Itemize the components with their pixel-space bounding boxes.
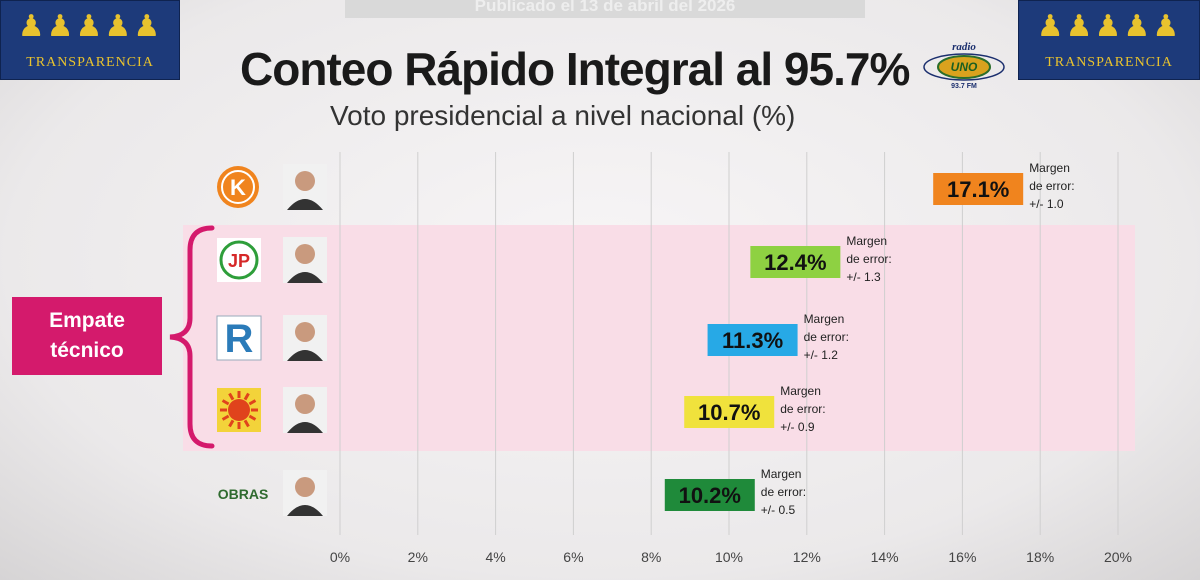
sun-ray (228, 419, 235, 428)
bar-value-label: 17.1% (947, 177, 1009, 202)
sun-ray (221, 399, 230, 406)
margin-of-error-text: de error: (804, 330, 849, 344)
people-figures-icon: ♟♟♟♟♟ (17, 10, 163, 43)
margin-of-error-text: +/- 1.3 (846, 270, 881, 284)
bar (684, 396, 775, 428)
x-tick-label: 8% (641, 549, 661, 565)
candidate-face (295, 244, 315, 264)
tie-band (183, 225, 1135, 451)
sun-ray (248, 399, 257, 406)
party-logo-r (216, 315, 262, 361)
x-tick-label: 16% (948, 549, 976, 565)
tie-label-line1: Empate (49, 309, 125, 332)
x-tick-label: 4% (485, 549, 505, 565)
party-logo-k (217, 166, 259, 208)
margin-of-error-text: de error: (1029, 179, 1074, 193)
chart-title: Conteo Rápido Integral al 95.7% (240, 43, 910, 95)
sun-ray (248, 414, 257, 421)
x-tick-label: 14% (871, 549, 899, 565)
margin-of-error-text: de error: (780, 402, 825, 416)
margin-of-error-text: +/- 0.9 (780, 420, 815, 434)
bar-value-label: 11.3% (722, 328, 783, 353)
sun-ray (243, 392, 250, 401)
margin-of-error-text: Margen (846, 234, 887, 248)
x-tick-label: 12% (793, 549, 821, 565)
radio-logo-freq: 93.7 FM (951, 83, 977, 90)
transparencia-logo-left: ♟♟♟♟♟ TRANSPARENCIA (0, 0, 180, 80)
bar-value-label: 10.7% (698, 400, 760, 425)
candidate-face (295, 171, 315, 191)
bar-value-label: 12.4% (764, 250, 826, 275)
x-tick-label: 20% (1104, 549, 1132, 565)
tie-label-line2: técnico (50, 339, 124, 362)
candidate-face (295, 477, 315, 497)
logo-text: TRANSPARENCIA (26, 55, 154, 70)
candidate-face (295, 394, 315, 414)
radio-logo-name: UNO (951, 60, 978, 74)
candidate-torso (287, 272, 323, 283)
sun-ray (221, 414, 230, 421)
x-tick-label: 6% (563, 549, 583, 565)
people-figures-icon: ♟♟♟♟♟ (1036, 10, 1182, 43)
party-logo-letter: JP (228, 251, 250, 271)
bar-value-label: 10.2% (679, 483, 741, 508)
x-tick-label: 2% (408, 549, 428, 565)
candidate-torso (287, 350, 323, 361)
margin-of-error-text: Margen (761, 467, 802, 481)
sun-icon (228, 399, 250, 421)
tie-brace (169, 225, 215, 449)
candidate-torso (287, 199, 323, 210)
publication-note: Publicado el 13 de abril del 2026 (345, 0, 865, 18)
tie-label: Empate técnico (12, 297, 162, 375)
x-tick-label: 10% (715, 549, 743, 565)
margin-of-error-text: de error: (846, 252, 891, 266)
candidate-face (295, 322, 315, 342)
radio-uno-logo: radio UNO 93.7 FM (923, 41, 1005, 90)
sun-ray (228, 392, 235, 401)
radio-logo-top: radio (952, 41, 976, 53)
party-logo-ring (221, 170, 255, 204)
margin-of-error-text: Margen (780, 384, 821, 398)
bar (664, 479, 755, 511)
x-tick-label: 0% (330, 549, 350, 565)
bar (707, 324, 798, 356)
party-logo-jp (217, 238, 261, 282)
margin-of-error-text: +/- 1.2 (804, 348, 839, 362)
margin-of-error-text: Margen (804, 312, 845, 326)
chart-subtitle: Voto presidencial a nivel nacional (%) (330, 100, 796, 131)
margin-of-error-text: +/- 1.0 (1029, 197, 1064, 211)
candidate-torso (287, 505, 323, 516)
party-logo-obras: OBRAS (218, 486, 269, 502)
margin-of-error-text: Margen (1029, 161, 1070, 175)
x-tick-label: 18% (1026, 549, 1054, 565)
margin-of-error-text: de error: (761, 485, 806, 499)
logo-text: TRANSPARENCIA (1045, 55, 1173, 70)
party-logo-ring (219, 240, 259, 280)
margin-of-error-text: +/- 0.5 (761, 503, 796, 517)
party-logo-letter: K (230, 175, 246, 200)
bar (750, 246, 841, 278)
party-logo-letter: R (225, 317, 254, 361)
sun-ray (243, 419, 250, 428)
candidate-torso (287, 422, 323, 433)
bar (933, 173, 1024, 205)
